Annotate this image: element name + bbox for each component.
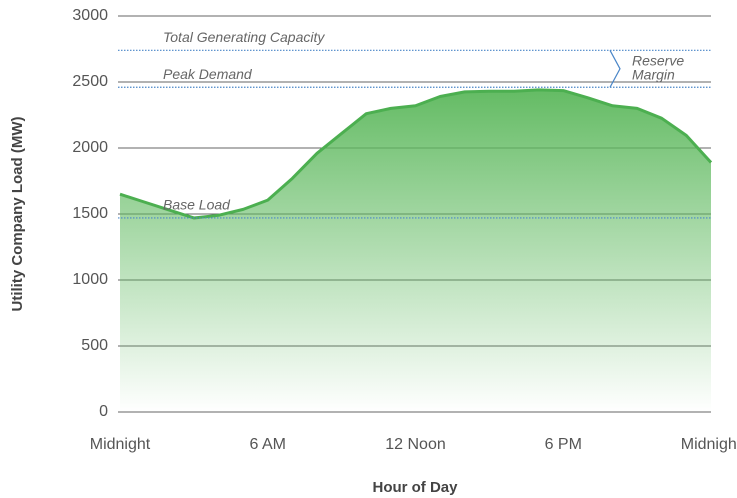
annotation: Reserve	[632, 53, 684, 69]
x-tick-label: Midnight	[681, 436, 737, 453]
y-tick-label: 1500	[72, 205, 108, 222]
x-tick-label: 6 AM	[250, 436, 286, 453]
y-axis-title: Utility Company Load (MW)	[9, 117, 26, 312]
x-tick-label: Midnight	[90, 436, 151, 453]
x-tick-label: 6 PM	[545, 436, 582, 453]
y-tick-label: 1000	[72, 271, 108, 288]
y-tick-label: 0	[99, 403, 108, 420]
area	[120, 89, 711, 413]
reference-label: Peak Demand	[163, 66, 253, 82]
y-tick-label: 500	[81, 337, 108, 354]
x-axis-title: Hour of Day	[372, 479, 458, 496]
x-tick-label: 12 Noon	[385, 436, 446, 453]
line	[119, 88, 713, 220]
y-tick-label: 2500	[72, 73, 108, 90]
y-tick-label: 3000	[72, 7, 108, 24]
brace	[609, 50, 621, 88]
annotation: Margin	[632, 67, 675, 83]
reference-label: Total Generating Capacity	[163, 29, 325, 45]
reference-label: Base Load	[163, 197, 231, 213]
y-tick-label: 2000	[72, 139, 108, 156]
